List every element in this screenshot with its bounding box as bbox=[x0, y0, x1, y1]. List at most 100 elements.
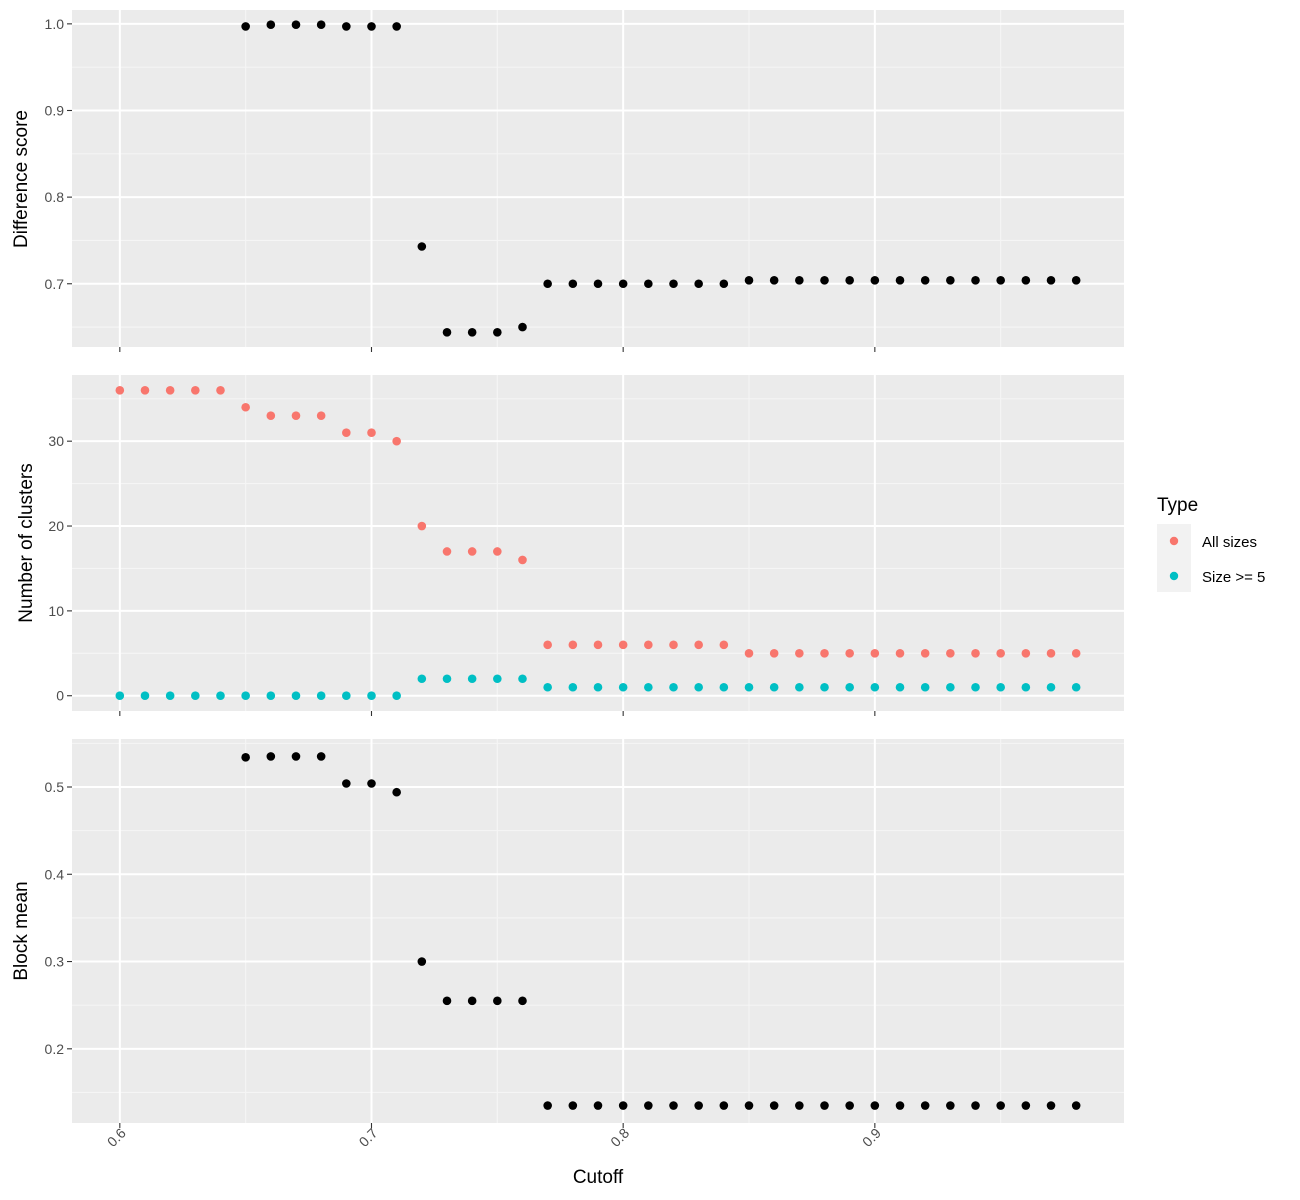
data-point bbox=[744, 682, 754, 692]
data-point bbox=[1071, 649, 1081, 658]
data-point bbox=[367, 428, 376, 437]
data-point bbox=[946, 682, 955, 692]
data-point bbox=[543, 640, 552, 650]
data-point bbox=[795, 649, 804, 658]
data-point bbox=[971, 649, 980, 658]
legend: Type All sizes Size >= 5 bbox=[1157, 495, 1265, 592]
data-point bbox=[543, 1101, 552, 1110]
y-axis-title-block-mean: Block mean bbox=[11, 881, 32, 980]
data-point bbox=[694, 1101, 703, 1110]
data-point bbox=[920, 649, 930, 658]
data-point bbox=[367, 22, 376, 31]
y-tick-label: 0.3 bbox=[45, 954, 65, 970]
data-point bbox=[669, 640, 678, 650]
data-point bbox=[669, 279, 678, 289]
data-point bbox=[367, 691, 376, 701]
y-tick-label: 0.2 bbox=[45, 1041, 65, 1057]
data-point bbox=[241, 753, 250, 762]
data-point bbox=[820, 649, 829, 658]
data-point bbox=[518, 996, 527, 1006]
data-point bbox=[216, 691, 225, 701]
data-point bbox=[543, 682, 552, 692]
data-point bbox=[618, 279, 628, 289]
data-point bbox=[442, 327, 452, 337]
data-point bbox=[367, 779, 376, 788]
data-point bbox=[618, 1101, 628, 1110]
panel-3-grid bbox=[72, 739, 1124, 1123]
data-point bbox=[417, 957, 427, 966]
data-point bbox=[694, 640, 703, 650]
data-point bbox=[870, 682, 880, 692]
data-point bbox=[165, 691, 175, 701]
data-point bbox=[518, 674, 527, 684]
data-point bbox=[342, 22, 351, 31]
data-point bbox=[467, 547, 477, 556]
panel-1-y-axis: 0.7 0.8 0.9 1.0 bbox=[45, 16, 72, 292]
y-tick-label: 0.8 bbox=[45, 189, 65, 205]
data-point bbox=[971, 1101, 980, 1110]
data-point bbox=[518, 555, 527, 565]
data-point bbox=[719, 279, 729, 289]
data-point bbox=[316, 691, 326, 701]
data-point bbox=[241, 22, 250, 31]
data-point bbox=[241, 402, 250, 412]
data-point bbox=[593, 640, 603, 650]
data-point bbox=[593, 682, 603, 692]
data-point bbox=[493, 327, 502, 337]
data-point bbox=[946, 275, 955, 285]
data-point bbox=[342, 428, 351, 437]
data-point bbox=[618, 682, 628, 692]
data-point bbox=[996, 1101, 1005, 1110]
data-point bbox=[996, 275, 1005, 285]
data-point bbox=[845, 649, 854, 658]
data-point bbox=[316, 20, 326, 30]
data-point bbox=[291, 752, 301, 761]
legend-key-all-sizes bbox=[1169, 536, 1179, 546]
data-point bbox=[971, 275, 980, 285]
data-point bbox=[467, 996, 477, 1006]
data-point bbox=[820, 682, 829, 692]
data-point bbox=[895, 275, 905, 285]
data-point bbox=[467, 327, 477, 337]
data-point bbox=[467, 674, 477, 684]
data-point bbox=[820, 275, 829, 285]
y-tick-label: 0.5 bbox=[45, 779, 65, 795]
data-point bbox=[744, 1101, 754, 1110]
data-point bbox=[644, 1101, 653, 1110]
data-point bbox=[971, 682, 980, 692]
y-axis-title-number-of-clusters: Number of clusters bbox=[16, 463, 37, 622]
data-point bbox=[392, 436, 401, 446]
data-point bbox=[669, 682, 678, 692]
data-point bbox=[1046, 275, 1056, 285]
data-point bbox=[1071, 275, 1081, 285]
panel-1-x-ticks bbox=[119, 347, 876, 352]
data-point bbox=[795, 682, 804, 692]
panel-2-background bbox=[72, 375, 1124, 711]
panel-2-points bbox=[115, 385, 1081, 701]
y-tick-label: 0.9 bbox=[45, 102, 65, 118]
data-point bbox=[1046, 682, 1056, 692]
data-point bbox=[316, 411, 326, 421]
data-point bbox=[719, 682, 729, 692]
panel-3-x-ticks: 0.6 0.7 0.8 0.9 bbox=[104, 1123, 884, 1150]
data-point bbox=[342, 691, 351, 701]
data-point bbox=[845, 682, 854, 692]
data-point bbox=[493, 674, 502, 684]
x-tick-label: 0.7 bbox=[356, 1125, 381, 1150]
data-point bbox=[719, 640, 729, 650]
data-point bbox=[769, 682, 779, 692]
data-point bbox=[769, 1101, 779, 1110]
data-point bbox=[291, 20, 301, 30]
y-tick-label: 30 bbox=[48, 433, 64, 449]
panel-2-x-ticks bbox=[119, 711, 876, 716]
data-point bbox=[719, 1101, 729, 1110]
y-tick-label: 0 bbox=[56, 688, 64, 704]
data-point bbox=[593, 1101, 603, 1110]
data-point bbox=[694, 279, 703, 289]
x-tick-label: 0.8 bbox=[607, 1125, 632, 1150]
data-point bbox=[241, 691, 250, 701]
data-point bbox=[644, 279, 653, 289]
legend-label-size-5: Size >= 5 bbox=[1202, 569, 1265, 586]
data-point bbox=[870, 1101, 880, 1110]
panel-3-points bbox=[241, 752, 1081, 1110]
